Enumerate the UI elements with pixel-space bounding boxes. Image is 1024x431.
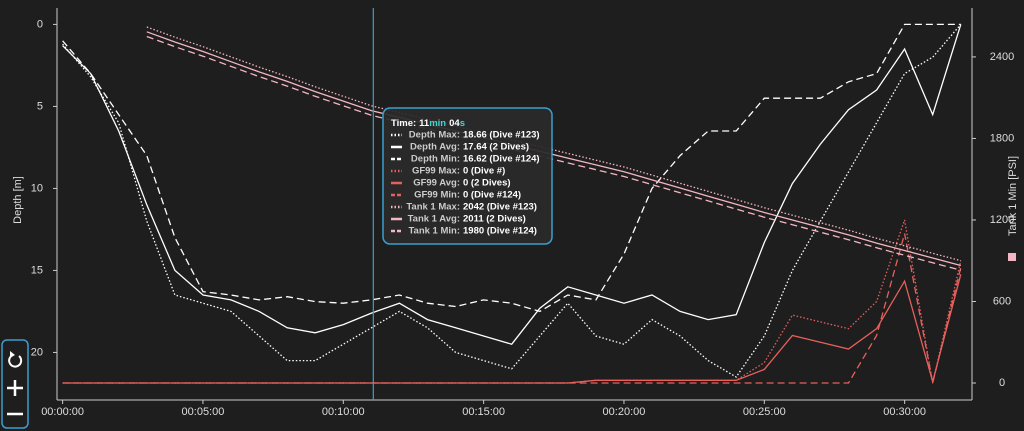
axes: 00:00:00 00:05:00 00:10:00 00:15:00 00:20:00… bbox=[31, 8, 1014, 418]
tooltip-row-value: 16.62 (Dive #124) bbox=[463, 154, 540, 165]
y-tick-label: 15 bbox=[31, 264, 43, 276]
x-tick-label: 00:30:00 bbox=[883, 406, 926, 418]
y-tick-label: 10 bbox=[31, 182, 43, 194]
series-line bbox=[62, 23, 962, 378]
tooltip-row-label: Tank 1 Avg: bbox=[408, 214, 460, 225]
tooltip-time-part: 11 bbox=[419, 118, 430, 129]
tooltip-box bbox=[382, 107, 553, 245]
tooltip-row-value: 18.66 (Dive #123) bbox=[463, 130, 540, 141]
series-line bbox=[62, 23, 961, 313]
x-tick-label: 00:10:00 bbox=[322, 406, 365, 418]
plot-area bbox=[62, 8, 962, 400]
series-line bbox=[62, 24, 962, 345]
tooltip-row-label: GF99 Avg: bbox=[413, 178, 460, 189]
y-tick-label: 0 bbox=[37, 18, 43, 30]
y2-axis-label: Tank 1 Min [PSI] bbox=[1007, 156, 1019, 236]
tooltip-row-value: 1980 (Dive #124) bbox=[463, 226, 537, 237]
y2-tick-label: 2400 bbox=[990, 51, 1014, 63]
tooltip-row-label: Depth Avg: bbox=[410, 142, 460, 153]
tooltip-row-value: 2011 (2 Dives) bbox=[463, 214, 526, 225]
series-line bbox=[146, 26, 961, 262]
y2-tick-label: 0 bbox=[999, 377, 1005, 389]
tooltip-row-value: 0 (2 Dives) bbox=[463, 178, 511, 189]
x-tick-label: 00:00:00 bbox=[41, 406, 84, 418]
y-tick-label: 20 bbox=[31, 346, 43, 358]
reset-button[interactable] bbox=[8, 351, 23, 368]
tooltip-row-label: GF99 Min: bbox=[414, 190, 460, 201]
x-tick-label: 00:20:00 bbox=[603, 406, 646, 418]
tooltip-row-label: Depth Max: bbox=[409, 130, 460, 141]
series-line bbox=[62, 233, 962, 384]
tooltip-time: Time: 11min 04s bbox=[391, 118, 465, 129]
y-tick-label: 5 bbox=[37, 100, 43, 112]
y2-label-marker bbox=[1008, 253, 1016, 261]
tooltip-time-part: s bbox=[460, 118, 465, 129]
zoom-in-button[interactable] bbox=[7, 380, 23, 396]
x-tick-label: 00:15:00 bbox=[462, 406, 505, 418]
tooltip-row-label: Depth Min: bbox=[411, 154, 460, 165]
tooltip-row-value: 17.64 (2 Dives) bbox=[463, 142, 529, 153]
tooltip-row-label: Tank 1 Min: bbox=[408, 226, 460, 237]
x-tick-label: 00:25:00 bbox=[743, 406, 786, 418]
tooltip-row-value: 0 (Dive #124) bbox=[463, 190, 521, 201]
tooltip-time-part: Time: bbox=[391, 118, 416, 129]
tooltip-row-value: 2042 (Dive #123) bbox=[463, 202, 537, 213]
y2-tick-label: 1200 bbox=[990, 214, 1014, 226]
y2-tick-label: 1800 bbox=[990, 132, 1014, 144]
tooltip-row-value: 0 (Dive #) bbox=[463, 166, 505, 177]
tooltip-time-part: 04 bbox=[449, 118, 460, 129]
series-line bbox=[146, 31, 961, 267]
y-axis-label: Depth [m] bbox=[12, 176, 24, 224]
tooltip-time-part: min bbox=[429, 118, 446, 129]
zoom-controls bbox=[1, 339, 29, 429]
y2-tick-label: 600 bbox=[993, 295, 1011, 307]
tooltip-row-label: Tank 1 Max: bbox=[406, 202, 460, 213]
series-line bbox=[146, 35, 961, 271]
x-tick-label: 00:05:00 bbox=[182, 406, 225, 418]
tooltip-row-label: GF99 Max: bbox=[412, 166, 460, 177]
